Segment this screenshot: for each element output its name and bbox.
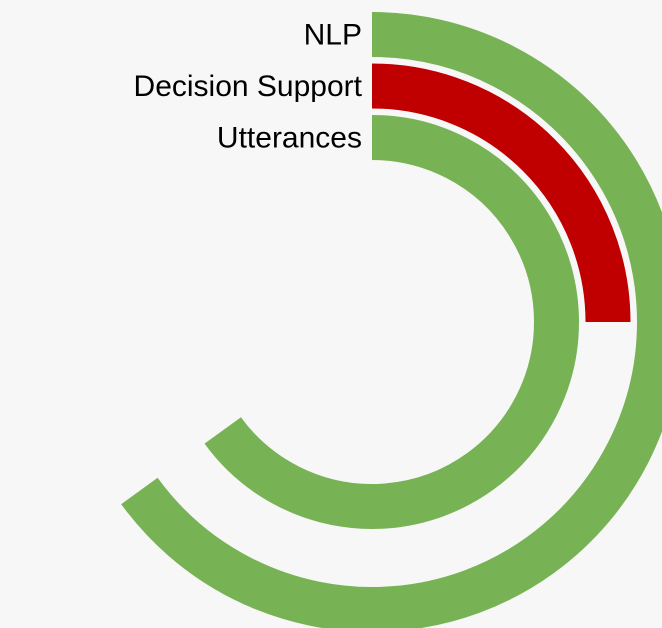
ring-bar [371,63,631,323]
ring-label: Decision Support [134,70,363,103]
ring-label: Utterances [217,121,362,154]
ring-bar [121,12,662,628]
ring-label: NLP [304,18,362,51]
ring-bar [204,115,579,529]
